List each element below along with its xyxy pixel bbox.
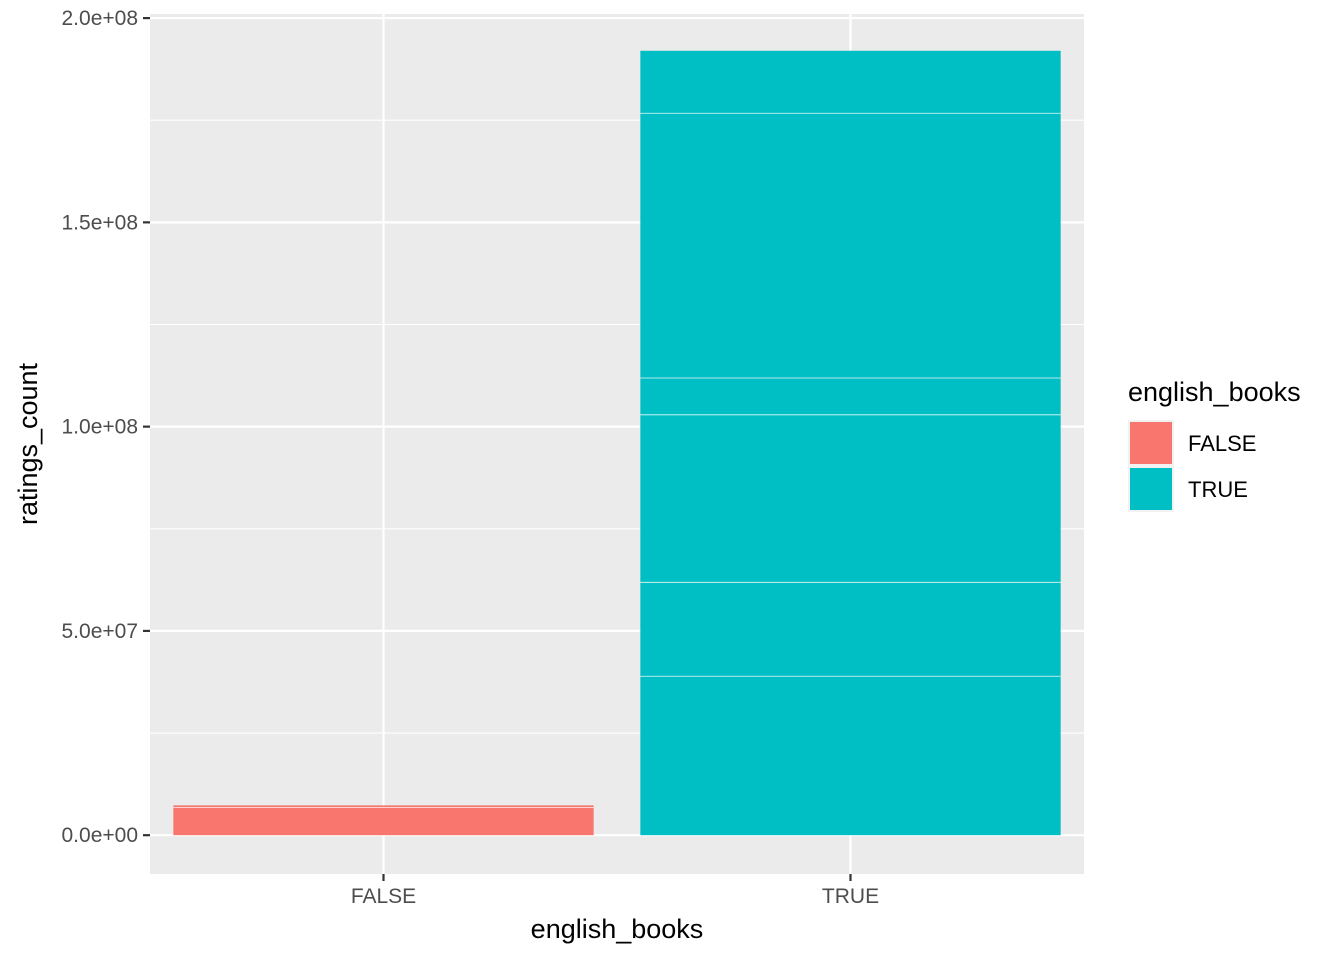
y-tick-label: 1.5e+08 bbox=[62, 211, 139, 234]
y-tick-label: 5.0e+07 bbox=[62, 620, 139, 643]
bar-segment-true-1 bbox=[640, 582, 1061, 677]
legend-label-false: FALSE bbox=[1188, 431, 1256, 456]
x-axis-title: english_books bbox=[531, 914, 704, 944]
bar-segment-true-2 bbox=[640, 414, 1061, 583]
bar-segment-true-3 bbox=[640, 378, 1061, 415]
legend-label-true: TRUE bbox=[1188, 477, 1248, 502]
legend: english_books FALSE TRUE bbox=[1128, 377, 1301, 512]
x-axis: FALSE TRUE bbox=[351, 874, 879, 908]
y-axis: 0.0e+00 5.0e+07 1.0e+08 1.5e+08 2.0e+08 bbox=[62, 7, 150, 847]
legend-title: english_books bbox=[1128, 377, 1301, 407]
bar-segment-false-0 bbox=[173, 807, 594, 836]
legend-swatch-true bbox=[1130, 468, 1172, 510]
x-tick-label: FALSE bbox=[351, 885, 416, 908]
bar-segment-false-1 bbox=[173, 805, 594, 808]
x-tick-label: TRUE bbox=[822, 885, 879, 908]
bars bbox=[173, 50, 1061, 836]
y-tick-label: 0.0e+00 bbox=[62, 824, 139, 847]
y-tick-label: 1.0e+08 bbox=[62, 416, 139, 439]
legend-swatch-false bbox=[1130, 422, 1172, 464]
y-axis-title: ratings_count bbox=[13, 362, 43, 525]
bar-segment-true-4 bbox=[640, 113, 1061, 379]
bar-segment-true-5 bbox=[640, 50, 1061, 114]
bar-segment-true-0 bbox=[640, 676, 1061, 836]
y-tick-label: 2.0e+08 bbox=[62, 7, 139, 30]
